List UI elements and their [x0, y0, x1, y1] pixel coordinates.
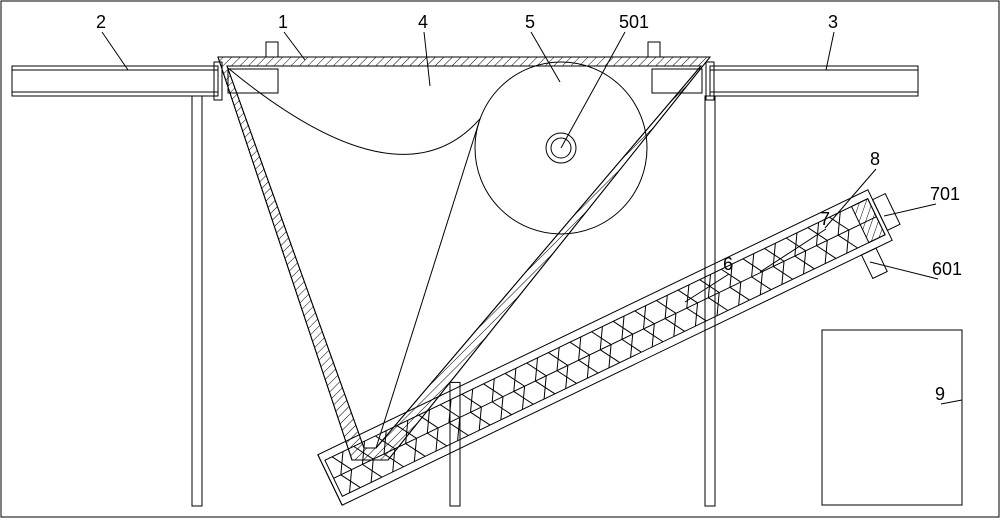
leader	[284, 32, 305, 60]
label-9: 9	[935, 384, 945, 404]
label-8: 8	[870, 149, 880, 169]
label-3: 3	[828, 12, 838, 32]
frame	[1, 1, 999, 517]
label-701: 701	[930, 184, 960, 204]
label-501: 501	[619, 12, 649, 32]
bin	[822, 330, 962, 505]
leader	[561, 32, 625, 148]
leader	[870, 262, 938, 279]
label-4: 4	[418, 12, 428, 32]
leader	[102, 32, 128, 70]
conveyor	[318, 184, 916, 518]
label-7: 7	[820, 209, 830, 229]
leader	[826, 32, 834, 70]
lug	[266, 42, 278, 57]
label-5: 5	[525, 12, 535, 32]
curve	[228, 68, 480, 154]
label-1: 1	[278, 12, 288, 32]
lug	[648, 42, 660, 57]
right-sleeve	[652, 69, 702, 93]
leader	[884, 204, 936, 216]
leader	[760, 229, 826, 272]
leg	[192, 96, 202, 506]
label-6: 6	[723, 254, 733, 274]
hopper-wall	[218, 57, 710, 460]
label-2: 2	[96, 12, 106, 32]
label-601: 601	[932, 259, 962, 279]
